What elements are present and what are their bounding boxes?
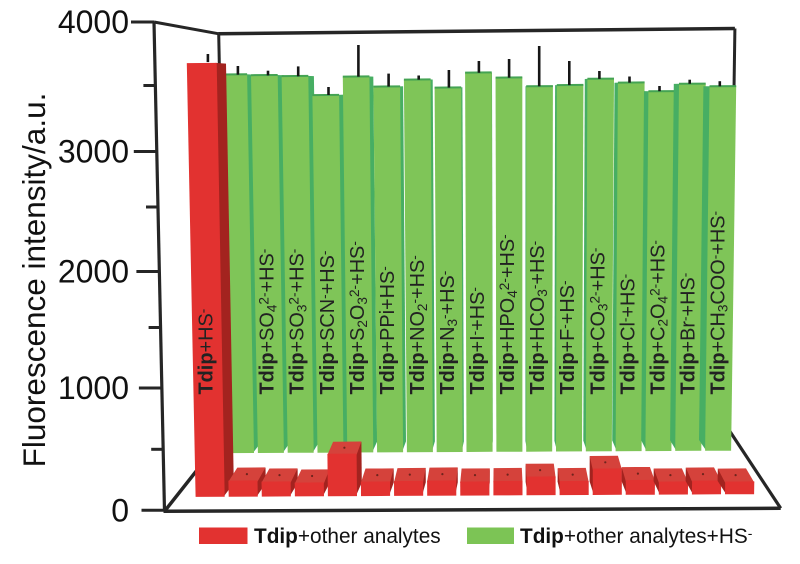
svg-text:Tdip+Br-+HS-: Tdip+Br-+HS-	[677, 273, 699, 395]
svg-text:Tdip+SO32-+HS-: Tdip+SO32-+HS-	[286, 249, 309, 395]
svg-text:3000: 3000	[58, 134, 129, 170]
svg-text:Tdip+Cl-+HS-: Tdip+Cl-+HS-	[617, 274, 639, 395]
svg-text:Tdip+I-+HS-: Tdip+I-+HS-	[467, 287, 489, 394]
svg-text:Tdip+HCO3-+HS-: Tdip+HCO3-+HS-	[527, 241, 550, 395]
svg-text:Tdip+S2O32-+HS-: Tdip+S2O32-+HS-	[346, 241, 369, 394]
svg-text:Tdip+F-+HS-: Tdip+F-+HS-	[557, 280, 579, 394]
svg-text:Tdip+other analytes+HS-: Tdip+other analytes+HS-	[520, 525, 753, 548]
svg-text:Tdip+C2O42-+HS-: Tdip+C2O42-+HS-	[647, 240, 670, 394]
svg-text:4000: 4000	[58, 4, 129, 40]
svg-text:Tdip+N3-+HS-: Tdip+N3-+HS-	[437, 271, 460, 395]
svg-text:Tdip+PPi+HS-: Tdip+PPi+HS-	[377, 266, 399, 394]
svg-text:2000: 2000	[58, 254, 129, 290]
svg-text:1000: 1000	[58, 370, 129, 406]
svg-text:Tdip+HS-: Tdip+HS-	[195, 309, 217, 395]
svg-text:Fluorescence intensity/a.u.: Fluorescence intensity/a.u.	[16, 93, 52, 468]
svg-text:Tdip+HPO42-+HS-: Tdip+HPO42-+HS-	[497, 234, 520, 394]
svg-text:0: 0	[111, 492, 129, 528]
svg-text:Tdip+NO2-+HS-: Tdip+NO2-+HS-	[407, 255, 430, 394]
svg-text:Tdip+CH3COO-+HS-: Tdip+CH3COO-+HS-	[707, 211, 730, 395]
svg-text:Tdip+CO32-+HS-: Tdip+CO32-+HS-	[587, 248, 610, 395]
svg-text:Tdip+SCN-+HS-: Tdip+SCN-+HS-	[316, 251, 338, 395]
svg-text:Tdip+SO42-+HS-: Tdip+SO42-+HS-	[256, 249, 279, 395]
svg-text:Tdip+other analytes: Tdip+other analytes	[254, 525, 441, 548]
